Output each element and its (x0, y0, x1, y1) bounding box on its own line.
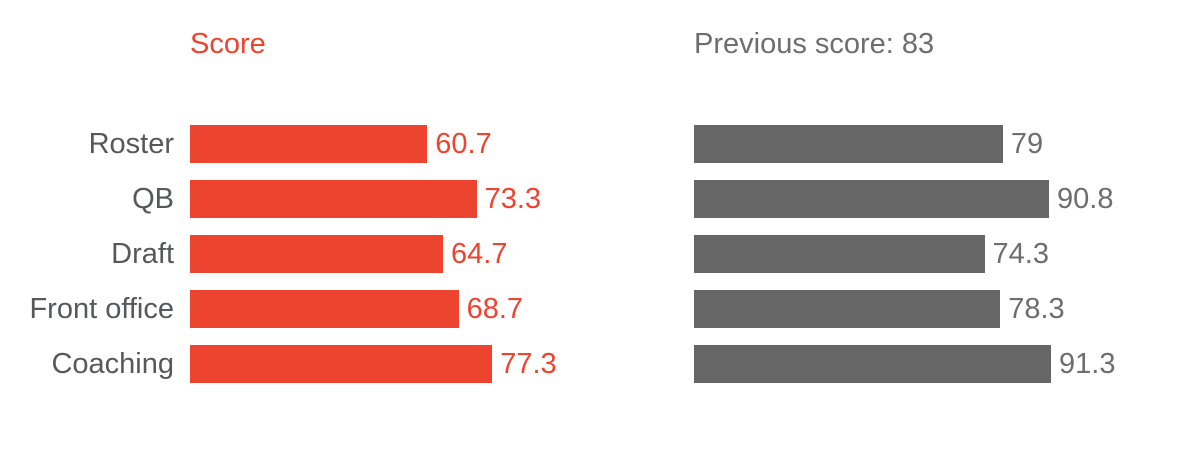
previous-score-bar-qb (694, 180, 1049, 218)
score-value-front-office: 68.7 (466, 293, 524, 325)
previous-score-bar-draft (694, 235, 985, 273)
score-value-draft: 64.7 (451, 238, 508, 270)
score-bar-draft (190, 235, 443, 273)
score-bar-front-office (190, 290, 459, 328)
score-value-qb: 73.3 (484, 183, 542, 215)
previous-score-bar-coaching (694, 345, 1051, 383)
score-bar-roster (190, 125, 428, 163)
category-label-front-office: Front office (29, 293, 174, 325)
category-label-coaching: Coaching (51, 348, 174, 380)
previous-score-bar-front-office (694, 290, 1001, 328)
previous-score-bar-roster (694, 125, 1003, 163)
score-bar-qb (190, 180, 477, 218)
score-bar-coaching (190, 345, 493, 383)
previous-score-value-roster: 79 (1010, 128, 1044, 160)
category-label-qb: QB (132, 183, 174, 215)
score-panel-title: Score (190, 28, 266, 60)
previous-score-value-qb: 90.8 (1057, 183, 1114, 215)
category-label-draft: Draft (111, 238, 174, 270)
previous-score-value-front-office: 78.3 (1008, 293, 1065, 325)
previous-score-value-draft: 74.3 (992, 238, 1049, 270)
score-value-roster: 60.7 (435, 128, 492, 160)
score-value-coaching: 77.3 (500, 348, 557, 380)
category-label-roster: Roster (88, 128, 174, 160)
previous-score-panel-title: Previous score: 83 (694, 28, 935, 60)
previous-score-value-coaching: 91.3 (1059, 348, 1116, 380)
